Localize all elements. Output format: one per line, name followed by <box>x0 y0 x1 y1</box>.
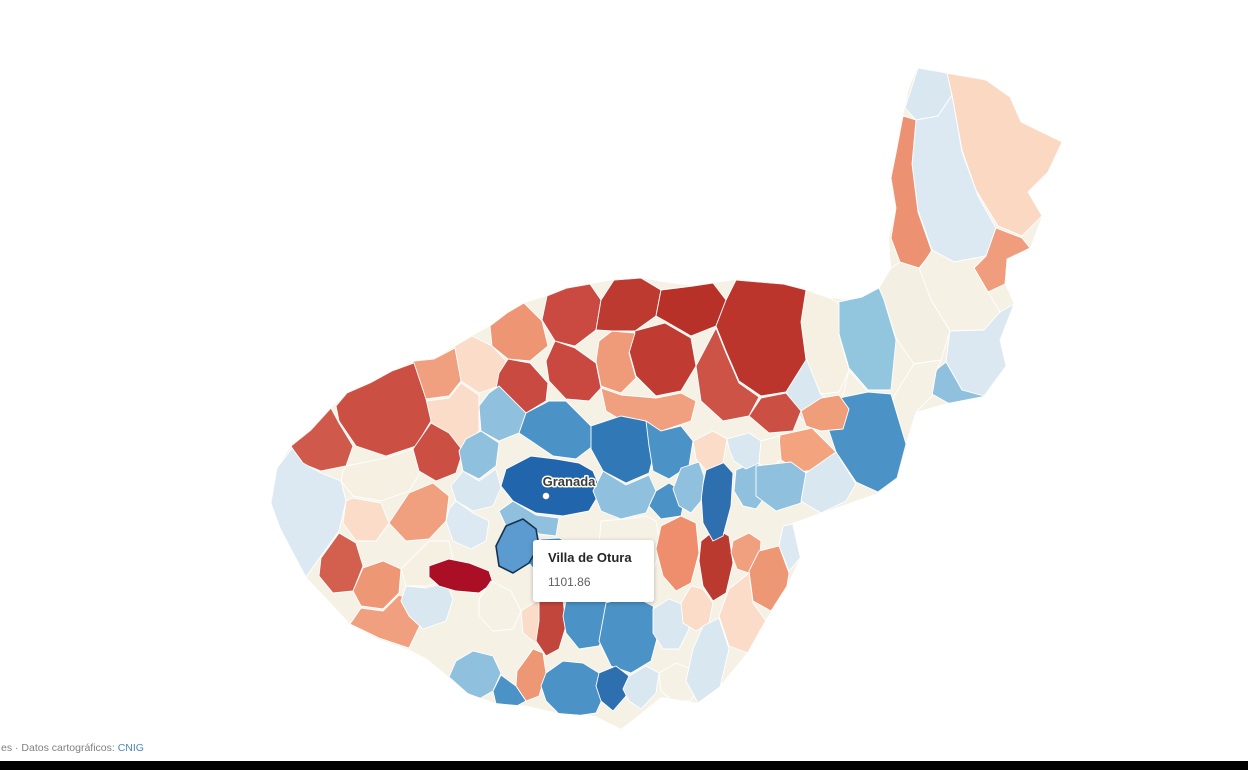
municipality-region[interactable] <box>478 580 522 632</box>
municipality-region[interactable] <box>622 665 660 710</box>
municipality-region[interactable] <box>718 572 767 654</box>
municipality-region[interactable] <box>946 72 1062 237</box>
municipality-region[interactable] <box>595 665 630 712</box>
municipality-region[interactable] <box>388 482 450 542</box>
municipality-region[interactable] <box>672 461 705 514</box>
municipality-region[interactable] <box>592 470 657 520</box>
municipality-region[interactable] <box>700 461 734 542</box>
municipality-region[interactable] <box>590 415 657 484</box>
municipality-region[interactable] <box>448 650 502 700</box>
municipality-region[interactable] <box>715 279 807 397</box>
municipality-region[interactable] <box>500 455 602 517</box>
municipality-region[interactable] <box>489 302 549 362</box>
municipality-region[interactable] <box>800 394 850 432</box>
bottom-black-bar <box>0 761 1248 770</box>
municipality-region[interactable] <box>340 448 422 502</box>
municipality-region[interactable] <box>518 400 594 460</box>
municipality-region[interactable] <box>652 598 690 650</box>
municipality-region[interactable] <box>540 660 607 717</box>
municipality-region[interactable] <box>595 330 637 394</box>
municipality-region[interactable] <box>748 545 790 612</box>
municipality-region[interactable] <box>412 422 464 482</box>
granada-city-dot-icon <box>542 492 550 500</box>
credits-text: es · Datos cartográficos: <box>1 742 118 754</box>
municipality-region[interactable] <box>726 432 762 470</box>
credits: es · Datos cartográficos: CNIG <box>1 742 144 754</box>
municipality-region[interactable] <box>400 582 454 630</box>
municipality-region[interactable] <box>450 468 502 512</box>
municipality-region[interactable] <box>342 497 390 542</box>
municipality-region[interactable] <box>628 322 697 397</box>
granada-city-label: Granada <box>543 474 597 489</box>
municipality-region-hovered[interactable] <box>495 518 540 574</box>
municipality-region[interactable] <box>545 340 602 402</box>
municipality-region[interactable] <box>352 560 402 610</box>
municipality-region[interactable] <box>755 461 807 512</box>
municipality-region[interactable] <box>498 500 560 537</box>
credits-link-cnig[interactable]: CNIG <box>117 742 144 754</box>
municipality-region[interactable] <box>692 430 728 471</box>
municipality-region[interactable] <box>695 327 760 422</box>
granada-city-marker-group: Granada <box>541 473 598 500</box>
municipality-region[interactable] <box>655 515 700 592</box>
municipality-region[interactable] <box>685 617 730 704</box>
municipality-region[interactable] <box>515 648 547 702</box>
municipality-region[interactable] <box>458 430 500 480</box>
municipality-region[interactable] <box>445 500 490 550</box>
